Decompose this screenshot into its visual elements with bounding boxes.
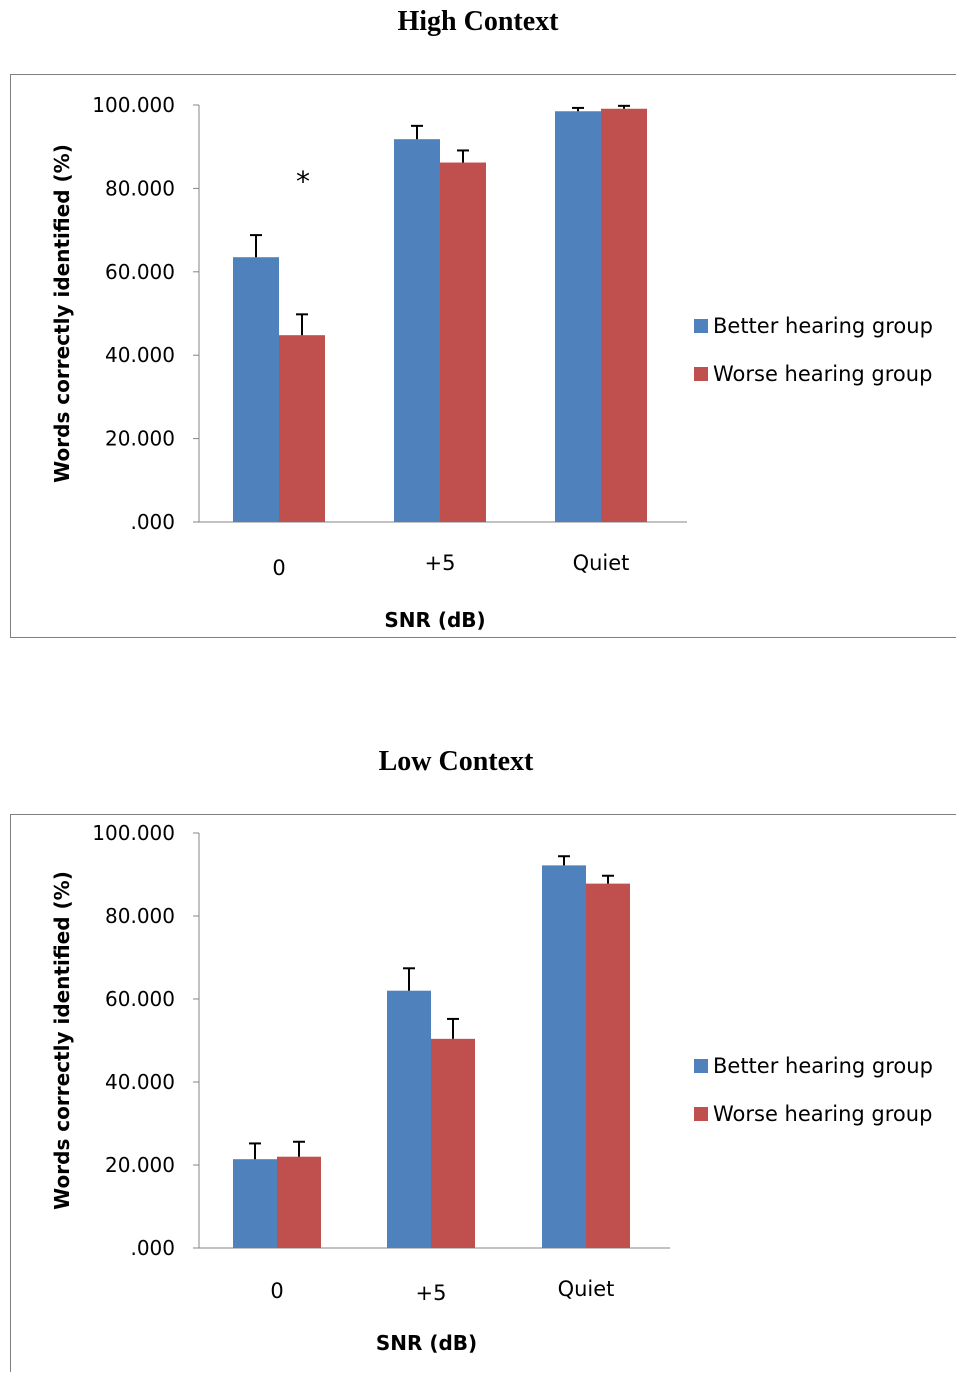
legend-label-better: Better hearing group <box>713 314 933 338</box>
y-axis-title: Words correctly identified (%) <box>50 871 74 1210</box>
x-tick-label: +5 <box>425 551 456 575</box>
bar-better-hearing <box>387 990 431 1248</box>
bar-better-hearing <box>555 111 601 522</box>
legend-label-worse: Worse hearing group <box>713 1102 932 1126</box>
significance-asterisk: * <box>296 165 310 198</box>
bar-better-hearing <box>394 139 440 522</box>
x-axis-title: SNR (dB) <box>376 1331 477 1355</box>
y-tick-label: 100.000 <box>92 93 175 117</box>
legend-swatch-worse <box>694 367 708 381</box>
chart-frame-low-context: .000 20.000 40.000 60.000 80.000 100.000 Words… <box>10 814 956 1372</box>
y-tick-label: 60.000 <box>105 987 175 1011</box>
legend-swatch-worse <box>694 1107 708 1121</box>
y-tick-label: .000 <box>130 510 175 534</box>
y-tick-label: 20.000 <box>105 1153 175 1177</box>
chart-low-context: .000 20.000 40.000 60.000 80.000 100.000 Words… <box>50 821 933 1355</box>
x-axis-title: SNR (dB) <box>384 608 485 632</box>
legend-label-worse: Worse hearing group <box>713 362 932 386</box>
bar-worse-hearing <box>431 1038 475 1248</box>
x-tick-label: 0 <box>272 556 285 580</box>
bar-worse-hearing <box>277 1156 321 1248</box>
y-tick-label: 80.000 <box>105 176 175 200</box>
bar-worse-hearing <box>440 162 486 522</box>
x-tick-label: Quiet <box>573 551 630 575</box>
y-tick-label: 20.000 <box>105 427 175 451</box>
y-axis-title: Words correctly identified (%) <box>50 144 74 483</box>
bar-better-hearing <box>542 865 586 1248</box>
bar-worse-hearing <box>586 883 630 1248</box>
legend-label-better: Better hearing group <box>713 1054 933 1078</box>
y-tick-label: 60.000 <box>105 260 175 284</box>
x-tick-label: Quiet <box>558 1277 615 1301</box>
bar-better-hearing <box>233 1159 277 1248</box>
x-tick-label: +5 <box>416 1281 447 1305</box>
chart-title-high-context: High Context <box>397 6 559 37</box>
y-tick-label: 40.000 <box>105 1070 175 1094</box>
x-tick-label: 0 <box>270 1279 283 1303</box>
chart-frame-high-context: .000 20.000 40.000 60.000 80.000 100.000 Words… <box>10 74 956 638</box>
chart-high-context: .000 20.000 40.000 60.000 80.000 100.000 Words… <box>50 93 933 632</box>
y-tick-label: 40.000 <box>105 343 175 367</box>
y-tick-label: .000 <box>130 1236 175 1260</box>
y-tick-label: 80.000 <box>105 904 175 928</box>
bar-better-hearing <box>233 257 279 522</box>
legend-swatch-better <box>694 319 708 333</box>
bar-worse-hearing <box>279 335 325 522</box>
chart-title-low-context: Low Context <box>378 746 534 777</box>
y-tick-label: 100.000 <box>92 821 175 845</box>
bar-worse-hearing <box>601 108 647 523</box>
legend-swatch-better <box>694 1059 708 1073</box>
